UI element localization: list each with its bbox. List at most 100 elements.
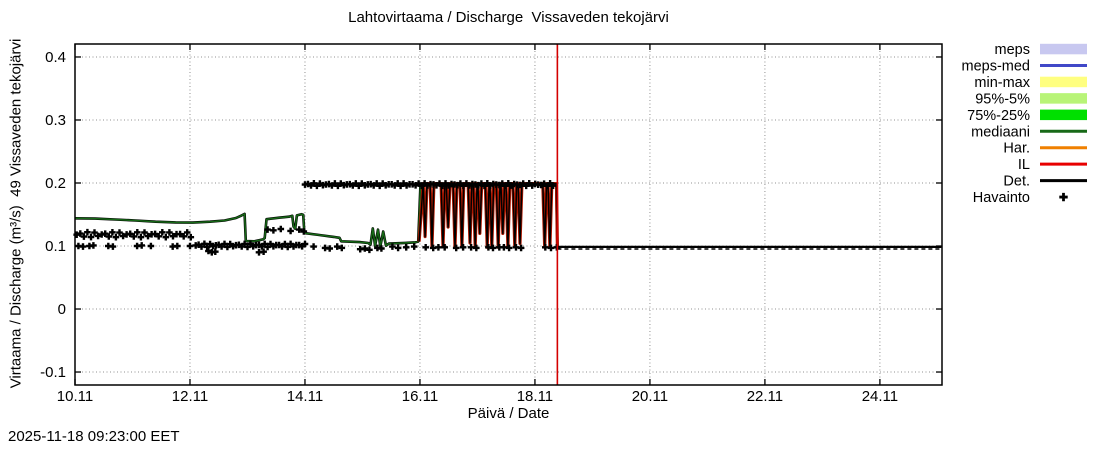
legend-label-mediaani: mediaani: [971, 124, 1030, 140]
observation-plus-marker: [212, 248, 219, 255]
x-axis-label: Päivä / Date: [467, 405, 550, 422]
observation-plus-marker: [162, 233, 170, 241]
observation-plus-marker: [402, 244, 410, 251]
observation-plus-marker: [134, 229, 141, 236]
observation-plus-marker: [87, 233, 95, 241]
observation-plus-marker: [180, 233, 187, 240]
observation-plus-marker: [155, 233, 162, 240]
observation-plus-marker: [549, 182, 557, 189]
observation-plus-marker: [277, 225, 285, 233]
observation-plus-marker: [333, 243, 341, 250]
y-tick-label: 0.2: [45, 175, 66, 192]
observation-plus-marker: [94, 232, 102, 240]
chart-title: Lahtovirtaama / Discharge Vissaveden tek…: [348, 9, 669, 26]
observation-plus-marker: [176, 230, 184, 238]
observation-plus-marker: [517, 244, 525, 252]
observation-plus-marker: [101, 230, 109, 237]
observation-plus-marker: [147, 242, 155, 250]
observation-plus-marker: [473, 244, 480, 252]
observation-plus-marker: [295, 226, 303, 233]
y-tick-label: 0.4: [45, 49, 66, 66]
observation-plus-marker: [112, 233, 120, 241]
observation-plus-marker: [366, 246, 373, 254]
observation-plus-marker: [90, 242, 97, 249]
observation-plus-marker: [361, 245, 369, 252]
observation-plus-marker: [389, 243, 396, 250]
legend-swatch-band: [1040, 43, 1087, 55]
observation-plus-marker: [542, 244, 549, 251]
x-tick-label: 16.11: [402, 388, 438, 405]
observation-plus-marker: [119, 232, 127, 240]
observation-plus-marker: [459, 244, 467, 251]
observation-plus-marker: [326, 245, 333, 252]
observation-plus-marker: [270, 227, 277, 234]
legend-swatch-plus-icon: [1059, 192, 1068, 202]
observation-plus-marker: [394, 244, 402, 252]
observation-plus-marker: [116, 229, 123, 236]
observation-plus-marker: [77, 230, 84, 237]
legend-label-meps: meps: [995, 42, 1030, 58]
legend-label-75-25-: 75%-25%: [967, 108, 1030, 124]
legend-label-min-max: min-max: [974, 75, 1030, 91]
observation-plus-marker: [264, 226, 271, 233]
observation-plus-marker: [300, 228, 308, 235]
observation-plus-marker: [441, 244, 448, 251]
observation-plus-marker: [183, 229, 191, 236]
legend-label-il: IL: [1018, 157, 1030, 173]
y-tick-label: -0.1: [40, 364, 66, 381]
observation-plus-marker: [452, 244, 460, 252]
observation-plus-marker: [91, 229, 98, 236]
observation-plus-marker: [547, 244, 555, 252]
observation-plus-marker: [109, 243, 117, 250]
observation-plus-marker: [137, 233, 145, 241]
y-tick-label: 0: [58, 301, 66, 318]
plot-border: [74, 43, 943, 386]
observation-plus-marker: [141, 229, 148, 236]
mediaani-with-det-overlap-line: [74, 182, 559, 248]
observation-plus-marker: [166, 229, 173, 236]
x-tick-label: 12.11: [172, 388, 208, 405]
observation-plus-marker: [287, 227, 294, 235]
observation-plus-marker: [187, 233, 195, 241]
observation-plus-marker: [105, 233, 113, 240]
observation-plus-marker: [84, 228, 91, 236]
observation-plus-marker: [260, 248, 267, 255]
x-tick-label: 18.11: [517, 388, 553, 405]
observation-plus-marker: [144, 232, 152, 240]
observation-plus-marker: [159, 229, 166, 236]
observation-plus-marker: [174, 242, 181, 250]
observation-plus-marker: [505, 244, 513, 252]
y-tick-label: 0.1: [45, 238, 66, 255]
legend-label-det-: Det.: [1003, 174, 1030, 190]
legend-swatch-band: [1040, 93, 1087, 104]
observation-plus-marker: [126, 230, 134, 238]
observation-plus-marker: [138, 242, 145, 249]
observation-plus-marker: [378, 245, 385, 252]
observation-plus-marker: [422, 244, 429, 251]
timestamp-text: 2025-11-18 09:23:00 EET: [8, 428, 180, 445]
observation-plus-marker: [151, 230, 159, 238]
observation-plus-marker: [109, 229, 116, 236]
observation-plus-marker: [80, 233, 88, 240]
observation-plus-marker: [301, 240, 309, 248]
x-tick-label: 24.11: [862, 388, 898, 405]
observation-plus-marker: [435, 244, 442, 251]
x-tick-label: 20.11: [632, 388, 668, 405]
observation-plus-marker: [169, 232, 177, 240]
observation-plus-marker: [130, 233, 138, 240]
legend-swatch-band: [1040, 109, 1087, 121]
legend-label-95-5-: 95%-5%: [975, 91, 1030, 107]
legend-label-meps-med: meps-med: [962, 58, 1031, 74]
observation-plus-marker: [410, 243, 418, 250]
observation-plus-marker: [489, 244, 497, 252]
y-tick-label: 0.3: [45, 112, 66, 129]
legend-label-havainto: Havainto: [973, 190, 1030, 206]
x-tick-label: 10.11: [57, 388, 93, 405]
observation-plus-marker: [310, 243, 317, 250]
observation-plus-marker: [338, 244, 346, 252]
x-tick-label: 14.11: [287, 388, 323, 405]
legend-swatch-band: [1040, 76, 1087, 88]
legend-label-har-: Har.: [1003, 141, 1030, 157]
